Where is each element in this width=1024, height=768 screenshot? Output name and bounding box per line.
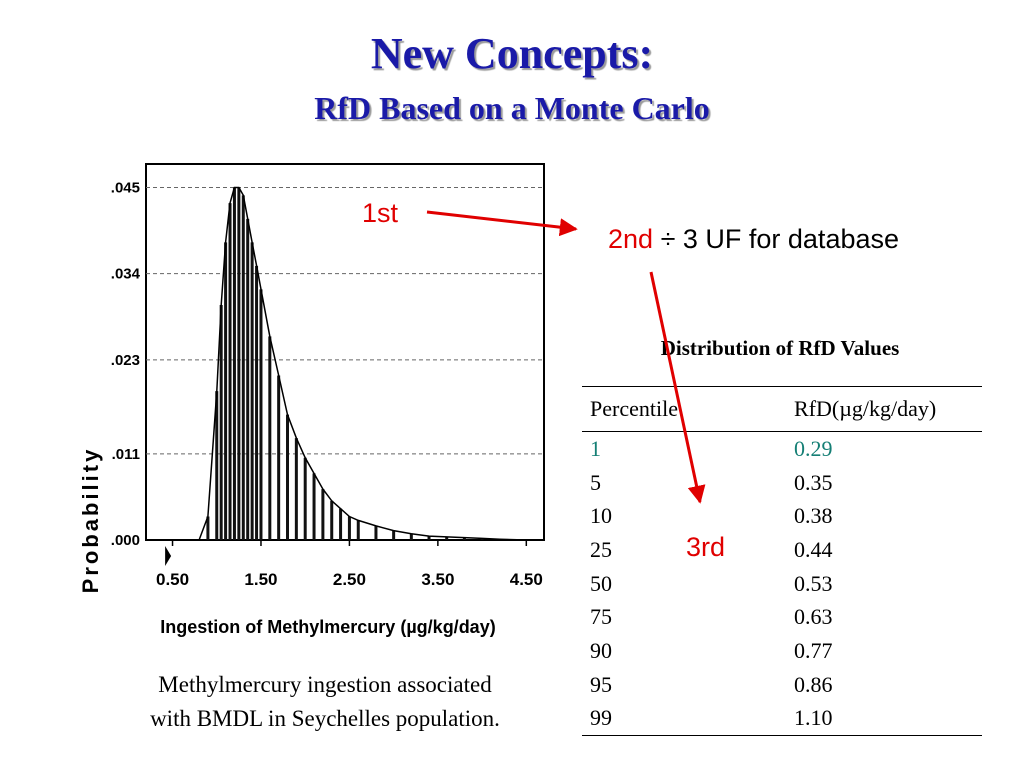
baseline-marker bbox=[165, 546, 172, 566]
y-tick-label: .011 bbox=[112, 446, 140, 463]
percentile-cell: 50 bbox=[590, 570, 612, 596]
chart-caption: Methylmercury ingestion associated with … bbox=[100, 668, 550, 736]
x-tick-label: 0.50 bbox=[156, 570, 189, 589]
table-row: 99 1.10 bbox=[582, 701, 982, 737]
table-title: Distribution of RfD Values bbox=[660, 336, 900, 360]
histogram-envelope bbox=[198, 186, 527, 541]
percentile-cell: 90 bbox=[590, 637, 612, 663]
rfd-cell: 1.10 bbox=[786, 701, 982, 737]
rfd-cell: 0.53 bbox=[794, 570, 833, 596]
percentile-cell: 1 bbox=[590, 435, 601, 461]
caption-line-1: Methylmercury ingestion associated bbox=[158, 672, 492, 697]
table-row: 1 0.29 bbox=[582, 432, 982, 466]
slide-subtitle: RfD Based on a Monte Carlo bbox=[314, 90, 710, 126]
y-axis-label: Probability bbox=[78, 447, 103, 594]
rfd-cell: 0.29 bbox=[794, 435, 833, 461]
y-tick-label: .034 bbox=[111, 266, 141, 283]
rfd-cell: 0.35 bbox=[794, 469, 833, 495]
table-row: 50 0.53 bbox=[582, 567, 982, 601]
second-step-text: ÷ 3 UF for database bbox=[653, 224, 900, 254]
x-tick-label: 2.50 bbox=[333, 570, 366, 589]
column-header-percentile: Percentile bbox=[582, 386, 786, 432]
second-step-prefix: 2nd bbox=[608, 224, 654, 254]
percentile-cell: 25 bbox=[590, 536, 612, 562]
table-row: 5 0.35 bbox=[582, 466, 982, 500]
rfd-cell: 0.44 bbox=[794, 536, 833, 562]
rfd-cell: 0.38 bbox=[794, 503, 833, 529]
table-row: 90 0.77 bbox=[582, 634, 982, 668]
x-tick-label: 3.50 bbox=[421, 570, 454, 589]
probability-histogram: .000 .011 .023 .034 .045 0.50 1.50 2.50 3.50 4.50… bbox=[78, 163, 545, 637]
table-row: 10 0.38 bbox=[582, 499, 982, 533]
x-tick-label: 1.50 bbox=[244, 570, 277, 589]
percentile-cell: 5 bbox=[590, 469, 601, 495]
percentile-cell: 95 bbox=[590, 671, 612, 697]
x-tick-label: 4.50 bbox=[510, 570, 543, 589]
second-step-label: 2nd ÷ 3 UF for database bbox=[608, 224, 899, 255]
rfd-cell: 0.86 bbox=[794, 671, 833, 697]
third-step-label: 3rd bbox=[686, 532, 726, 562]
y-tick-label: .045 bbox=[111, 180, 140, 197]
column-header-rfd: RfD(µg/kg/day) bbox=[786, 386, 982, 432]
rfd-distribution-table: Percentile RfD(µg/kg/day) 1 0.29 5 0.35 10… bbox=[582, 386, 982, 737]
caption-line-2: with BMDL in Seychelles population. bbox=[150, 706, 500, 731]
percentile-cell: 10 bbox=[590, 503, 612, 529]
percentile-cell: 99 bbox=[582, 701, 786, 737]
y-tick-label: .000 bbox=[111, 532, 140, 549]
percentile-cell: 75 bbox=[590, 604, 612, 630]
rfd-cell: 0.77 bbox=[794, 637, 833, 663]
table-header-row: Percentile RfD(µg/kg/day) bbox=[582, 386, 982, 432]
plot-frame bbox=[145, 163, 545, 541]
first-step-label: 1st bbox=[362, 198, 399, 228]
table-row: 75 0.63 bbox=[582, 600, 982, 634]
table-row: 95 0.86 bbox=[582, 668, 982, 702]
rfd-cell: 0.63 bbox=[794, 604, 833, 630]
x-axis-label: Ingestion of Methylmercury (µg/kg/day) bbox=[160, 617, 495, 637]
y-tick-label: .023 bbox=[111, 352, 140, 369]
slide-title: New Concepts: bbox=[370, 29, 654, 78]
table-row: 25 0.44 bbox=[582, 533, 982, 567]
